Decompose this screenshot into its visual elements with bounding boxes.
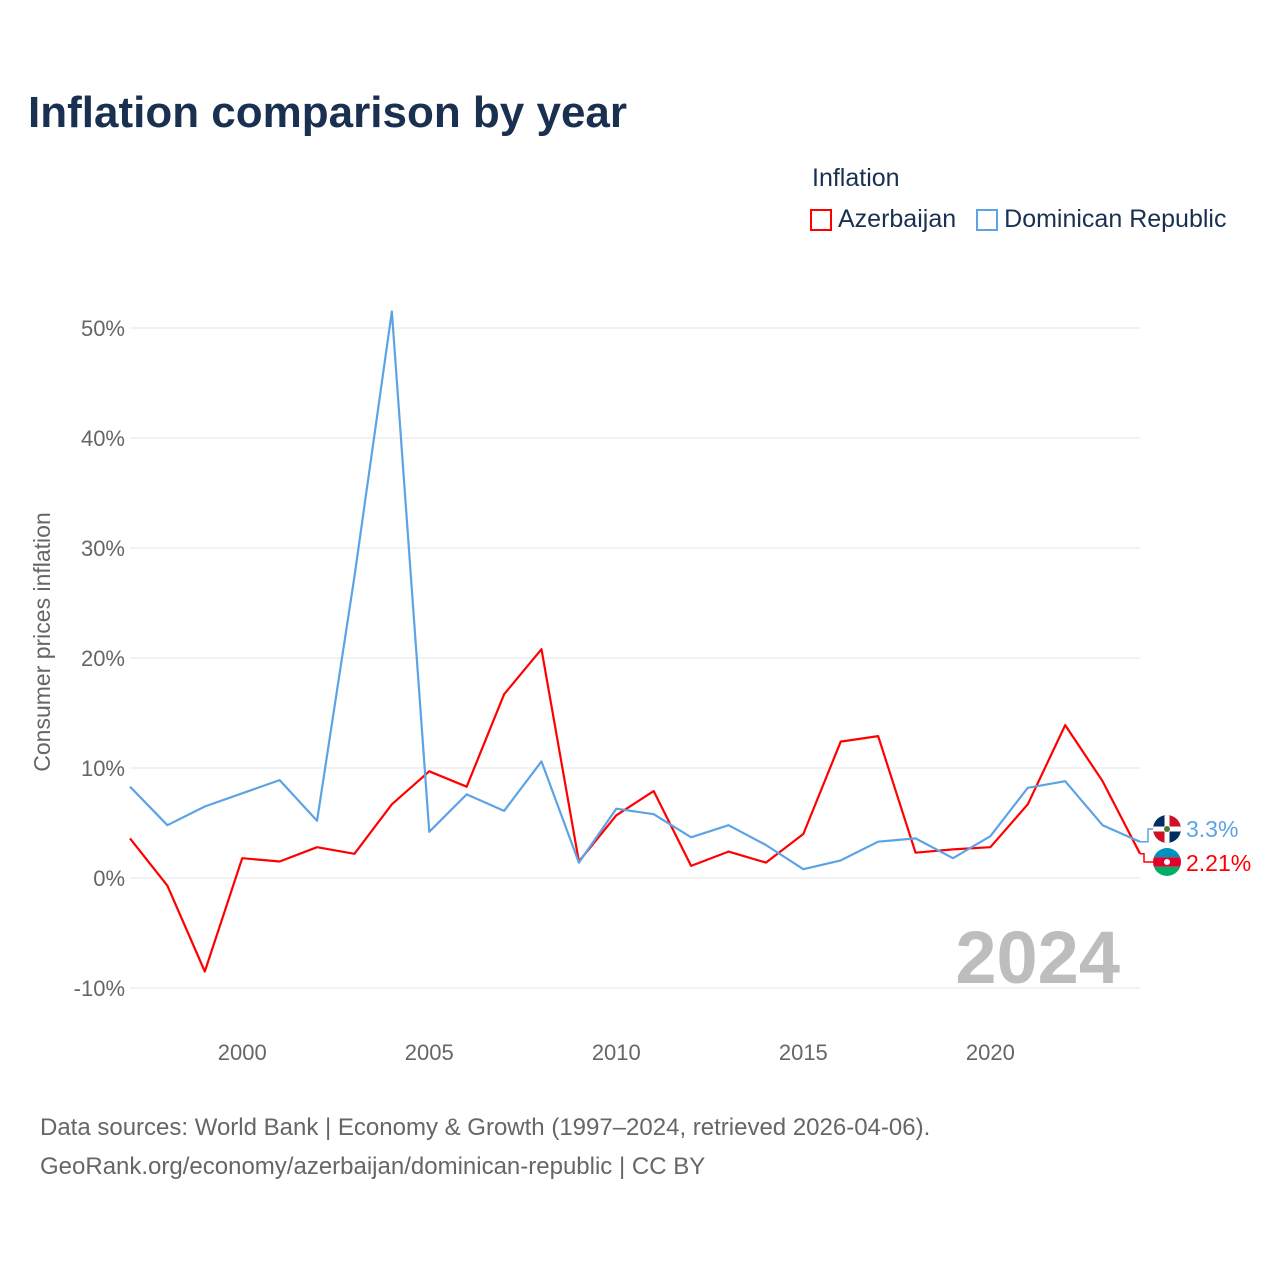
y-tick-label: 40% bbox=[81, 426, 125, 451]
data-point bbox=[352, 575, 356, 579]
data-point bbox=[203, 970, 207, 974]
label-connector bbox=[1140, 852, 1153, 863]
data-point bbox=[1026, 786, 1030, 790]
data-point bbox=[502, 809, 506, 813]
data-point bbox=[240, 791, 244, 795]
legend-label: Dominican Republic bbox=[1004, 205, 1227, 233]
data-point bbox=[278, 860, 282, 864]
data-point bbox=[203, 805, 207, 809]
footer: Data sources: World Bank | Economy & Gro… bbox=[40, 1108, 930, 1186]
data-point bbox=[801, 832, 805, 836]
data-point bbox=[951, 847, 955, 851]
data-point bbox=[839, 858, 843, 862]
data-point bbox=[278, 778, 282, 782]
legend-swatch-dominican-republic bbox=[976, 208, 999, 231]
data-point bbox=[689, 835, 693, 839]
data-point bbox=[614, 813, 618, 817]
data-point bbox=[1063, 779, 1067, 783]
y-tick-label: 50% bbox=[81, 316, 125, 341]
data-point bbox=[539, 759, 543, 763]
data-point bbox=[951, 856, 955, 860]
data-point bbox=[988, 834, 992, 838]
data-point bbox=[315, 845, 319, 849]
data-point bbox=[764, 843, 768, 847]
legend-item-dominican-republic[interactable]: Dominican Republic bbox=[976, 205, 1226, 234]
data-point bbox=[727, 823, 731, 827]
data-point bbox=[128, 785, 132, 789]
data-point bbox=[914, 851, 918, 855]
x-tick-label: 2020 bbox=[966, 1040, 1015, 1065]
y-tick-label: 0% bbox=[93, 866, 125, 891]
data-point bbox=[577, 861, 581, 865]
series-line-dominican-republic bbox=[129, 310, 1141, 871]
data-point bbox=[165, 823, 169, 827]
end-label-dominican-republic: 3.3% bbox=[1186, 816, 1238, 842]
legend-title: Inflation bbox=[812, 164, 900, 192]
data-point bbox=[988, 845, 992, 849]
x-tick-label: 2005 bbox=[405, 1040, 454, 1065]
data-point bbox=[390, 310, 394, 314]
data-point bbox=[465, 785, 469, 789]
data-point bbox=[764, 861, 768, 865]
data-point bbox=[128, 836, 132, 840]
y-tick-label: 10% bbox=[81, 756, 125, 781]
data-point bbox=[1101, 823, 1105, 827]
y-tick-label: 30% bbox=[81, 536, 125, 561]
legend-label: Azerbaijan bbox=[838, 205, 957, 233]
legend-swatch-azerbaijan bbox=[810, 208, 832, 231]
data-point bbox=[652, 789, 656, 793]
data-point bbox=[689, 864, 693, 868]
data-point bbox=[839, 740, 843, 744]
data-point bbox=[876, 734, 880, 738]
flag-crescent bbox=[1164, 859, 1170, 865]
x-tick-label: 2015 bbox=[779, 1040, 828, 1065]
data-point bbox=[539, 647, 543, 651]
data-point bbox=[502, 692, 506, 696]
footer-source: Data sources: World Bank | Economy & Gro… bbox=[40, 1114, 931, 1141]
data-point bbox=[614, 807, 618, 811]
x-tick-label: 2000 bbox=[218, 1040, 267, 1065]
data-point bbox=[1101, 779, 1105, 783]
data-point bbox=[427, 769, 431, 773]
data-point bbox=[652, 812, 656, 816]
data-point bbox=[427, 830, 431, 834]
end-label-azerbaijan: 2.21% bbox=[1186, 850, 1251, 876]
y-tick-label: -10% bbox=[74, 976, 125, 1001]
year-watermark: 2024 bbox=[955, 916, 1120, 999]
legend: Azerbaijan Dominican Republic bbox=[810, 205, 1226, 234]
y-axis-label: Consumer prices inflation bbox=[29, 512, 55, 772]
data-point bbox=[240, 856, 244, 860]
data-point bbox=[390, 802, 394, 806]
data-point bbox=[801, 867, 805, 871]
data-point bbox=[1026, 802, 1030, 806]
data-point bbox=[914, 836, 918, 840]
flag-emblem bbox=[1164, 826, 1170, 832]
data-point bbox=[727, 850, 731, 854]
chart-title: Inflation comparison by year bbox=[28, 88, 628, 137]
data-point bbox=[876, 840, 880, 844]
x-tick-label: 2010 bbox=[592, 1040, 641, 1065]
data-point bbox=[1063, 723, 1067, 727]
data-point bbox=[352, 852, 356, 856]
footer-link[interactable]: GeoRank.org/economy/azerbaijan/dominican… bbox=[40, 1153, 706, 1180]
data-point bbox=[315, 819, 319, 823]
flag-stripe bbox=[1153, 866, 1181, 876]
data-point bbox=[165, 884, 169, 888]
legend-item-azerbaijan[interactable]: Azerbaijan bbox=[810, 205, 956, 234]
y-tick-label: 20% bbox=[81, 646, 125, 671]
label-connector bbox=[1140, 828, 1153, 843]
azerbaijan-flag-icon bbox=[1153, 848, 1181, 858]
data-point bbox=[465, 792, 469, 796]
